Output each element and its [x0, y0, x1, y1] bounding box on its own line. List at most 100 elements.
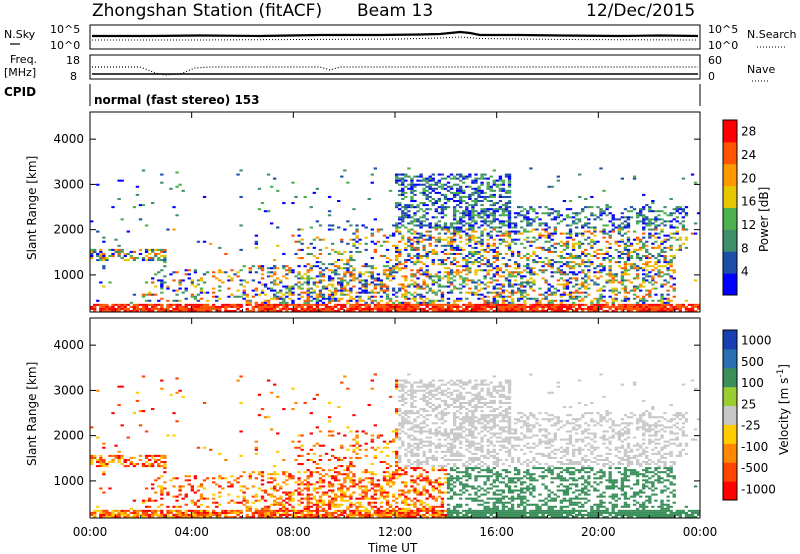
echo-cell	[273, 293, 277, 296]
echo-cell	[635, 267, 640, 270]
echo-cell	[651, 269, 655, 272]
echo-cell	[642, 299, 646, 302]
echo-cell	[266, 481, 271, 484]
echo-cell	[407, 511, 411, 514]
echo-cell	[660, 218, 664, 221]
echo-cell	[166, 285, 170, 288]
echo-cell	[456, 173, 460, 176]
echo-cell	[690, 303, 695, 306]
echo-cell	[382, 234, 387, 237]
echo-cell	[404, 385, 408, 388]
echo-cell	[288, 491, 292, 494]
echo-cell	[99, 259, 103, 262]
echo-cell	[196, 489, 201, 492]
echo-cell	[651, 222, 655, 225]
echo-cell	[541, 234, 545, 237]
echo-cell	[404, 467, 408, 470]
echo-cell	[358, 511, 362, 514]
echo-cell	[147, 293, 152, 296]
echo-cell	[452, 230, 457, 233]
echo-cell	[498, 175, 503, 178]
echo-cell	[398, 309, 402, 312]
echo-cell	[184, 515, 188, 518]
echo-cell	[687, 307, 692, 310]
echo-cell	[629, 281, 634, 284]
echo-cell	[349, 511, 353, 514]
echo-cell	[260, 289, 265, 292]
echo-cell	[465, 175, 469, 178]
echo-cell	[382, 513, 387, 516]
echo-cell	[614, 309, 618, 312]
echo-cell	[422, 254, 426, 258]
echo-cell	[291, 287, 295, 290]
echo-cell	[178, 489, 182, 492]
echo-cell	[489, 303, 493, 306]
echo-cell	[590, 279, 594, 282]
echo-cell	[413, 291, 417, 294]
echo-cell	[276, 189, 280, 192]
echo-cell	[590, 309, 594, 312]
echo-cell	[382, 489, 387, 492]
echo-cell	[321, 485, 326, 488]
echo-cell	[352, 267, 356, 270]
echo-cell	[343, 285, 347, 288]
echo-cell	[187, 269, 191, 272]
echo-cell	[523, 289, 527, 292]
echo-cell	[404, 432, 408, 435]
echo-cell	[617, 240, 621, 243]
echo-cell	[489, 236, 493, 239]
echo-cell	[657, 232, 661, 235]
echo-cell	[520, 293, 524, 296]
echo-cell	[587, 269, 591, 272]
echo-cell	[513, 261, 518, 264]
echo-cell	[440, 261, 445, 264]
echo-cell	[492, 193, 496, 196]
echo-cell	[654, 263, 658, 266]
echo-cell	[404, 279, 408, 282]
echo-cell	[486, 285, 490, 288]
echo-cell	[507, 175, 512, 178]
echo-cell	[407, 283, 411, 286]
echo-cell	[193, 269, 198, 272]
echo-cell	[297, 454, 301, 457]
echo-cell	[510, 254, 515, 258]
echo-cell	[160, 181, 164, 184]
echo-cell	[306, 252, 310, 255]
echo-cell	[642, 281, 646, 284]
echo-cell	[425, 197, 429, 201]
echo-cell	[327, 511, 332, 514]
echo-cell	[282, 491, 286, 494]
echo-cell	[599, 287, 603, 290]
power-heatmap	[90, 167, 701, 312]
echo-cell	[495, 283, 499, 286]
echo-cell	[626, 224, 631, 227]
echo-cell	[562, 309, 567, 312]
echo-cell	[620, 307, 625, 310]
echo-cell	[355, 299, 359, 302]
echo-cell	[517, 289, 521, 292]
echo-cell	[623, 305, 628, 308]
echo-cell	[425, 271, 429, 274]
echo-cell	[321, 297, 326, 300]
echo-cell	[590, 246, 594, 249]
echo-cell	[523, 218, 527, 221]
echo-cell	[602, 299, 606, 302]
echo-cell	[108, 254, 112, 258]
echo-cell	[257, 309, 262, 312]
echo-cell	[459, 173, 463, 176]
echo-cell	[266, 509, 271, 512]
echo-cell	[117, 252, 121, 255]
echo-cell	[340, 499, 344, 502]
echo-cell	[605, 305, 609, 308]
echo-cell	[306, 303, 310, 306]
echo-cell	[151, 513, 155, 516]
echo-cell	[90, 463, 94, 466]
echo-cell	[425, 179, 429, 182]
echo-cell	[172, 303, 176, 306]
echo-cell	[321, 238, 326, 241]
echo-cell	[617, 250, 621, 253]
echo-cell	[361, 303, 365, 306]
echo-cell	[99, 465, 103, 468]
echo-cell	[367, 471, 371, 474]
echo-cell	[452, 238, 457, 241]
